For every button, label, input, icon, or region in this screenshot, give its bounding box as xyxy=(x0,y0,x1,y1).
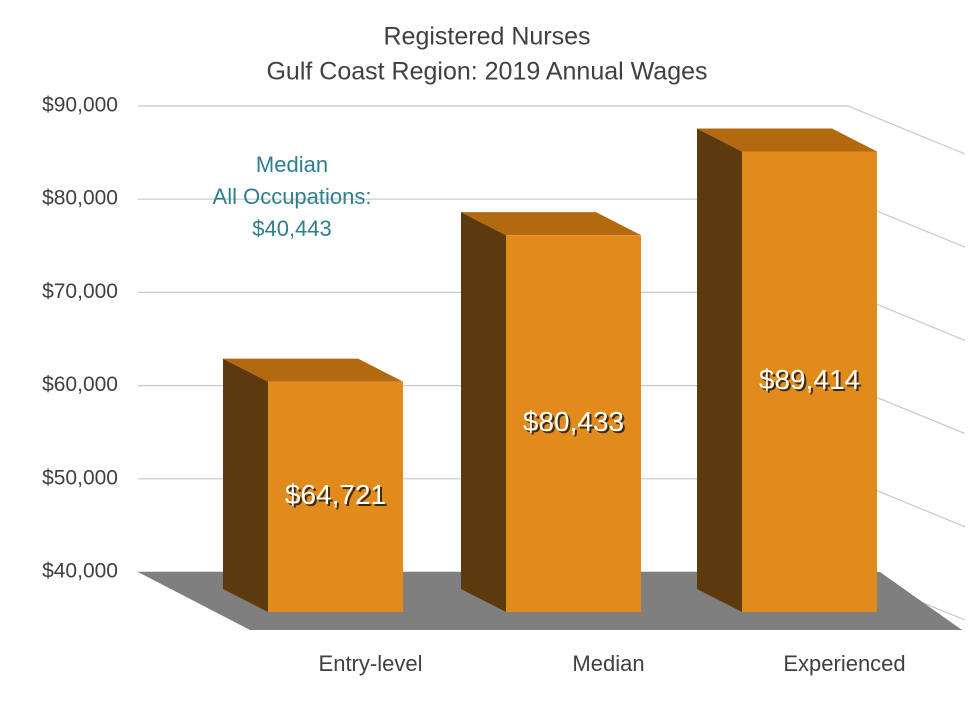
value-label: $89,414 xyxy=(759,364,860,395)
bar-side xyxy=(697,128,742,612)
x-tick-label: Entry-level xyxy=(319,651,423,676)
value-label: $64,721 xyxy=(285,479,386,510)
value-label: $80,433 xyxy=(523,406,624,437)
grid-line xyxy=(138,105,966,155)
value-label-shadow: $80,433 xyxy=(525,408,626,439)
annotation: All Occupations: xyxy=(213,184,372,209)
bar-top xyxy=(223,358,403,382)
annotation: Median xyxy=(256,152,328,177)
bar xyxy=(742,151,877,612)
y-tick-label: $60,000 xyxy=(42,373,118,396)
chart-title: Registered Nurses xyxy=(383,23,590,51)
annotation: $40,443 xyxy=(252,216,332,241)
bar xyxy=(268,381,403,612)
bar-top xyxy=(697,128,877,152)
bar-top xyxy=(461,212,641,236)
value-label-shadow: $89,414 xyxy=(761,366,862,397)
x-tick-label: Experienced xyxy=(783,651,905,676)
y-tick-label: $40,000 xyxy=(42,560,118,583)
bar xyxy=(506,235,641,613)
y-tick-label: $80,000 xyxy=(42,187,118,210)
bar-side xyxy=(223,358,268,612)
y-tick-label: $70,000 xyxy=(42,280,118,303)
bar-side xyxy=(461,212,506,613)
value-label-shadow: $64,721 xyxy=(287,481,388,512)
y-tick-label: $90,000 xyxy=(42,94,118,117)
y-tick-label: $50,000 xyxy=(42,466,118,489)
chart-subtitle: Gulf Coast Region: 2019 Annual Wages xyxy=(266,58,707,86)
x-tick-label: Median xyxy=(572,651,644,676)
